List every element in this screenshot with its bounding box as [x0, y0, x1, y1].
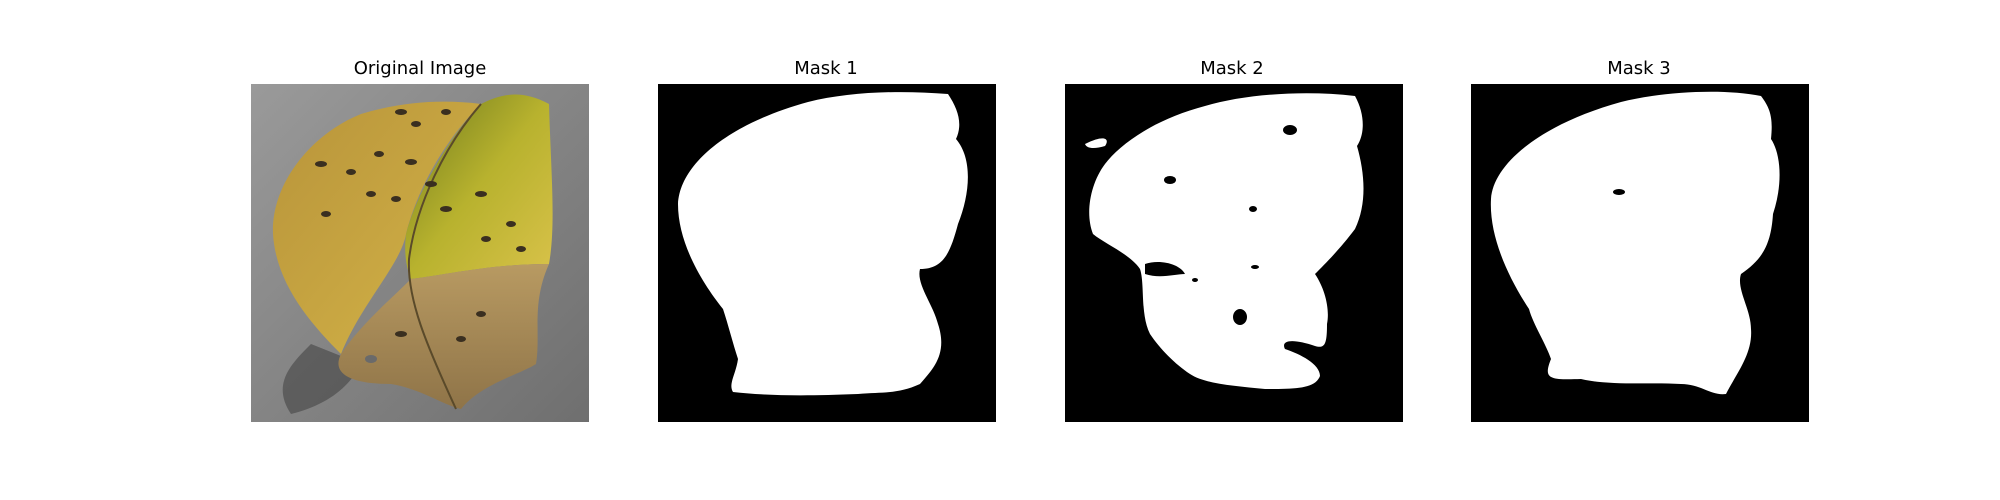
mask-2-panel	[1065, 84, 1403, 422]
mask-2-title: Mask 2	[1200, 58, 1264, 79]
mask-3-title: Mask 3	[1607, 58, 1671, 79]
mask-2-image	[1065, 84, 1403, 422]
mask-1-panel	[658, 84, 996, 422]
original-image-panel	[251, 84, 589, 422]
leaf-photo	[251, 84, 589, 422]
mask-3-image	[1471, 84, 1809, 422]
mask-1-image	[658, 84, 996, 422]
mask-1-title: Mask 1	[794, 58, 858, 79]
mask-3-panel	[1471, 84, 1809, 422]
original-image-title: Original Image	[353, 58, 487, 79]
